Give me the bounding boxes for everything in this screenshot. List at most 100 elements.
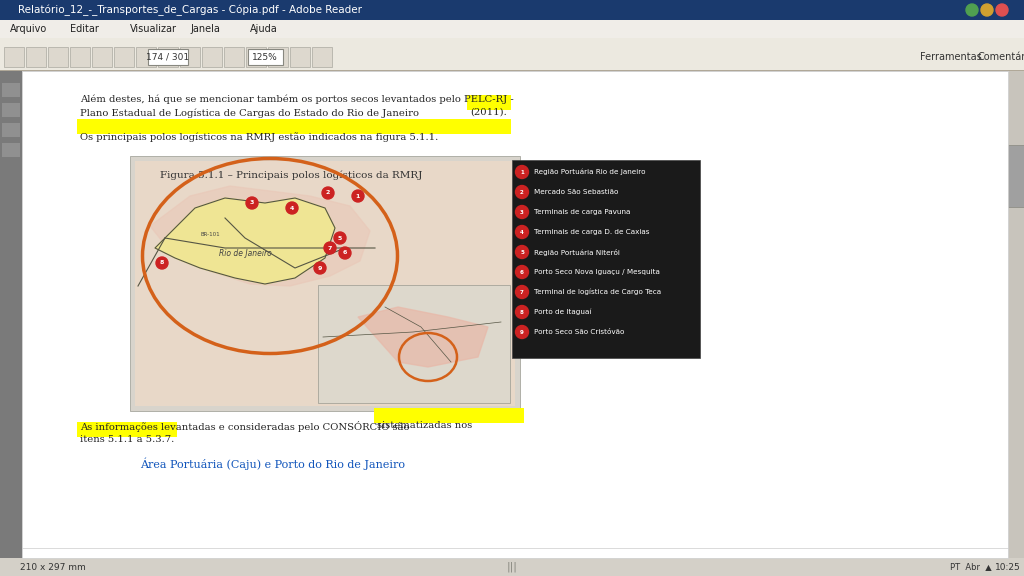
Text: Porto Seco Nova Iguaçu / Mesquita: Porto Seco Nova Iguaçu / Mesquita [534, 269, 659, 275]
Circle shape [515, 185, 528, 199]
FancyBboxPatch shape [318, 285, 510, 403]
Polygon shape [150, 186, 370, 286]
Text: 7: 7 [328, 245, 332, 251]
FancyBboxPatch shape [290, 47, 310, 67]
Polygon shape [358, 307, 488, 367]
Circle shape [996, 4, 1008, 16]
Text: 1: 1 [520, 169, 524, 175]
Circle shape [515, 165, 528, 179]
Circle shape [515, 325, 528, 339]
Text: |||: ||| [507, 562, 517, 572]
Text: Arquivo: Arquivo [10, 24, 47, 34]
Text: Região Portuária Niterói: Região Portuária Niterói [534, 248, 620, 256]
Text: 4: 4 [290, 206, 294, 210]
Text: 9: 9 [317, 266, 323, 271]
Text: Além destes, há que se mencionar também os portos secos levantados pelo PELC-RJ : Além destes, há que se mencionar também … [80, 94, 514, 104]
Text: 8: 8 [160, 260, 164, 266]
Text: 1: 1 [355, 194, 360, 199]
Text: 174 / 301: 174 / 301 [146, 52, 189, 62]
FancyBboxPatch shape [467, 95, 511, 110]
Circle shape [966, 4, 978, 16]
Text: Ajuda: Ajuda [250, 24, 278, 34]
Text: (2011).: (2011). [470, 108, 507, 117]
Circle shape [515, 266, 528, 279]
Text: 2: 2 [326, 191, 330, 195]
Text: 2: 2 [520, 190, 524, 195]
Text: 3: 3 [520, 210, 524, 214]
FancyBboxPatch shape [0, 70, 1024, 71]
FancyBboxPatch shape [0, 38, 1024, 71]
Circle shape [334, 232, 346, 244]
Circle shape [246, 197, 258, 209]
FancyBboxPatch shape [512, 160, 700, 358]
FancyBboxPatch shape [374, 408, 524, 423]
FancyBboxPatch shape [1008, 145, 1024, 207]
FancyBboxPatch shape [2, 83, 20, 97]
FancyBboxPatch shape [268, 47, 288, 67]
FancyBboxPatch shape [202, 47, 222, 67]
FancyBboxPatch shape [2, 103, 20, 117]
FancyBboxPatch shape [248, 49, 283, 65]
Circle shape [515, 305, 528, 319]
FancyBboxPatch shape [0, 71, 22, 558]
Text: 10:25: 10:25 [995, 563, 1021, 571]
Text: Porto de Itaguaí: Porto de Itaguaí [534, 309, 592, 315]
FancyBboxPatch shape [148, 49, 188, 65]
FancyBboxPatch shape [135, 161, 515, 406]
FancyBboxPatch shape [92, 47, 112, 67]
Text: As informações levantadas e consideradas pelo CONSÓRCIO são: As informações levantadas e consideradas… [80, 421, 413, 432]
Circle shape [515, 225, 528, 238]
Circle shape [286, 202, 298, 214]
Text: Terminais de carga D. de Caxias: Terminais de carga D. de Caxias [534, 229, 649, 235]
Text: 5: 5 [338, 236, 342, 241]
Text: Editar: Editar [70, 24, 99, 34]
Text: 3: 3 [250, 200, 254, 206]
Text: Área Portuária (Caju) e Porto do Rio de Janeiro: Área Portuária (Caju) e Porto do Rio de … [140, 458, 406, 471]
Circle shape [339, 247, 351, 259]
Text: Plano Estadual de Logística de Cargas do Estado do Rio de Janeiro: Plano Estadual de Logística de Cargas do… [80, 108, 422, 118]
Circle shape [515, 245, 528, 259]
Text: BR-101: BR-101 [200, 232, 220, 237]
Text: Comentário: Comentário [978, 52, 1024, 62]
Text: Região Portuária Rio de Janeiro: Região Portuária Rio de Janeiro [534, 169, 645, 175]
Text: Ferramentas: Ferramentas [920, 52, 982, 62]
Text: Terminais de carga Pavuna: Terminais de carga Pavuna [534, 209, 631, 215]
Text: 5: 5 [520, 249, 524, 255]
Circle shape [314, 262, 326, 274]
Text: itens 5.1.1 a 5.3.7.: itens 5.1.1 a 5.3.7. [80, 435, 174, 444]
Text: Visualizar: Visualizar [130, 24, 177, 34]
Text: Figura 5.1.1 – Principais polos logísticos da RMRJ: Figura 5.1.1 – Principais polos logístic… [160, 170, 422, 180]
Circle shape [156, 257, 168, 269]
Circle shape [515, 206, 528, 218]
Text: 6: 6 [520, 270, 524, 275]
FancyBboxPatch shape [114, 47, 134, 67]
Text: sistematizadas nos: sistematizadas nos [377, 421, 472, 430]
Circle shape [352, 190, 364, 202]
FancyBboxPatch shape [77, 119, 511, 134]
Text: Os principais polos logísticos na RMRJ estão indicados na figura 5.1.1.: Os principais polos logísticos na RMRJ e… [80, 132, 438, 142]
FancyBboxPatch shape [48, 47, 68, 67]
FancyBboxPatch shape [0, 558, 1024, 576]
Text: Mercado São Sebastião: Mercado São Sebastião [534, 189, 618, 195]
FancyBboxPatch shape [26, 47, 46, 67]
FancyBboxPatch shape [180, 47, 200, 67]
Text: Porto Seco São Cristóvão: Porto Seco São Cristóvão [534, 329, 625, 335]
FancyBboxPatch shape [2, 143, 20, 157]
FancyBboxPatch shape [70, 47, 90, 67]
FancyBboxPatch shape [2, 123, 20, 137]
Circle shape [322, 187, 334, 199]
Text: PT  Abr  ▲: PT Abr ▲ [950, 563, 992, 571]
Text: 4: 4 [520, 229, 524, 234]
Text: Rio de Janeiro: Rio de Janeiro [219, 248, 271, 257]
Text: Terminal de logística de Cargo Teca: Terminal de logística de Cargo Teca [534, 289, 662, 295]
FancyBboxPatch shape [246, 47, 266, 67]
Text: 210 x 297 mm: 210 x 297 mm [20, 563, 86, 571]
FancyBboxPatch shape [0, 0, 1024, 20]
Polygon shape [155, 198, 335, 284]
Text: Janela: Janela [190, 24, 220, 34]
FancyBboxPatch shape [130, 156, 520, 411]
Text: Relatório_12_-_Transportes_de_Cargas - Cópia.pdf - Adobe Reader: Relatório_12_-_Transportes_de_Cargas - C… [18, 4, 362, 16]
Text: 8: 8 [520, 309, 524, 314]
Text: 7: 7 [520, 290, 524, 294]
FancyBboxPatch shape [136, 47, 156, 67]
